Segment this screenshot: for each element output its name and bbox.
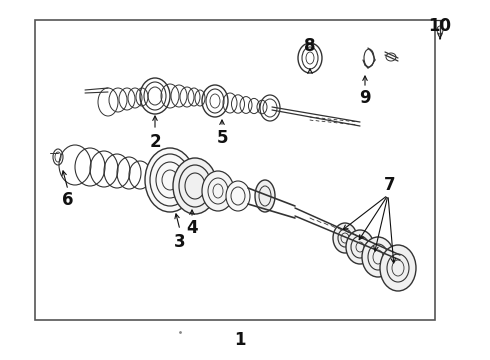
Ellipse shape bbox=[173, 158, 217, 214]
Ellipse shape bbox=[202, 171, 234, 211]
Ellipse shape bbox=[333, 223, 357, 253]
Text: 6: 6 bbox=[62, 191, 74, 209]
Text: 7: 7 bbox=[384, 176, 396, 194]
Ellipse shape bbox=[346, 230, 374, 264]
Ellipse shape bbox=[255, 180, 275, 212]
Text: 4: 4 bbox=[186, 219, 198, 237]
Ellipse shape bbox=[362, 237, 394, 277]
Text: 1: 1 bbox=[234, 331, 246, 349]
Ellipse shape bbox=[380, 245, 416, 291]
Text: 9: 9 bbox=[359, 89, 371, 107]
Text: 8: 8 bbox=[304, 37, 316, 55]
Bar bbox=[35, 20, 435, 320]
Ellipse shape bbox=[226, 181, 250, 211]
Text: 5: 5 bbox=[216, 129, 228, 147]
Text: 3: 3 bbox=[174, 233, 186, 251]
Text: 10: 10 bbox=[428, 17, 451, 35]
Text: 2: 2 bbox=[149, 133, 161, 151]
Ellipse shape bbox=[145, 148, 195, 212]
